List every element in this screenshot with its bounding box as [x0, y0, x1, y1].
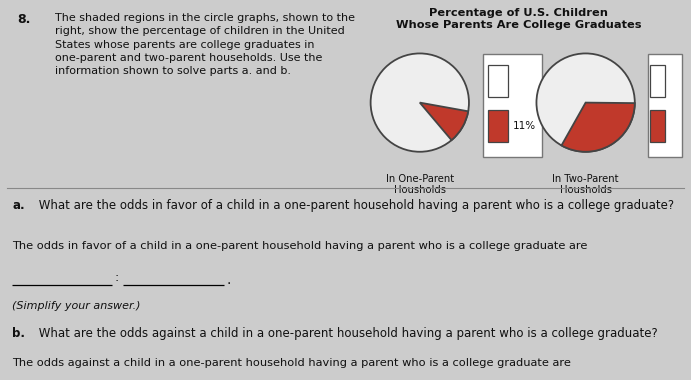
- Text: (Simplify your answer.): (Simplify your answer.): [12, 301, 141, 312]
- Wedge shape: [562, 103, 635, 152]
- Text: The odds in favor of a child in a one-parent household having a parent who is a : The odds in favor of a child in a one-pa…: [12, 241, 588, 251]
- Circle shape: [370, 54, 469, 152]
- Bar: [488, 65, 508, 97]
- Text: 33%: 33%: [654, 107, 677, 117]
- Text: The odds against a child in a one-parent household having a parent who is a coll: The odds against a child in a one-parent…: [12, 358, 571, 368]
- Text: 8.: 8.: [17, 13, 30, 26]
- Text: In One-Parent
Housholds: In One-Parent Housholds: [386, 174, 454, 195]
- Text: Percentage of U.S. Children
Whose Parents Are College Graduates: Percentage of U.S. Children Whose Parent…: [395, 8, 641, 30]
- Text: What are the odds against a child in a one-parent household having a parent who : What are the odds against a child in a o…: [35, 327, 658, 340]
- Bar: [650, 65, 665, 97]
- Text: a.: a.: [12, 199, 25, 212]
- Text: .: .: [227, 272, 231, 287]
- Circle shape: [536, 54, 635, 152]
- FancyBboxPatch shape: [483, 54, 542, 157]
- Bar: [488, 110, 508, 142]
- Text: b.: b.: [12, 327, 26, 340]
- Text: In Two-Parent
Housholds: In Two-Parent Housholds: [552, 174, 619, 195]
- Text: 11%: 11%: [513, 121, 536, 131]
- Wedge shape: [420, 103, 468, 140]
- Text: The shaded regions in the circle graphs, shown to the
right, show the percentage: The shaded regions in the circle graphs,…: [55, 13, 355, 76]
- Text: What are the odds in favor of a child in a one-parent household having a parent : What are the odds in favor of a child in…: [35, 199, 674, 212]
- Bar: [650, 110, 665, 142]
- Text: :: :: [115, 271, 119, 284]
- FancyBboxPatch shape: [647, 54, 682, 157]
